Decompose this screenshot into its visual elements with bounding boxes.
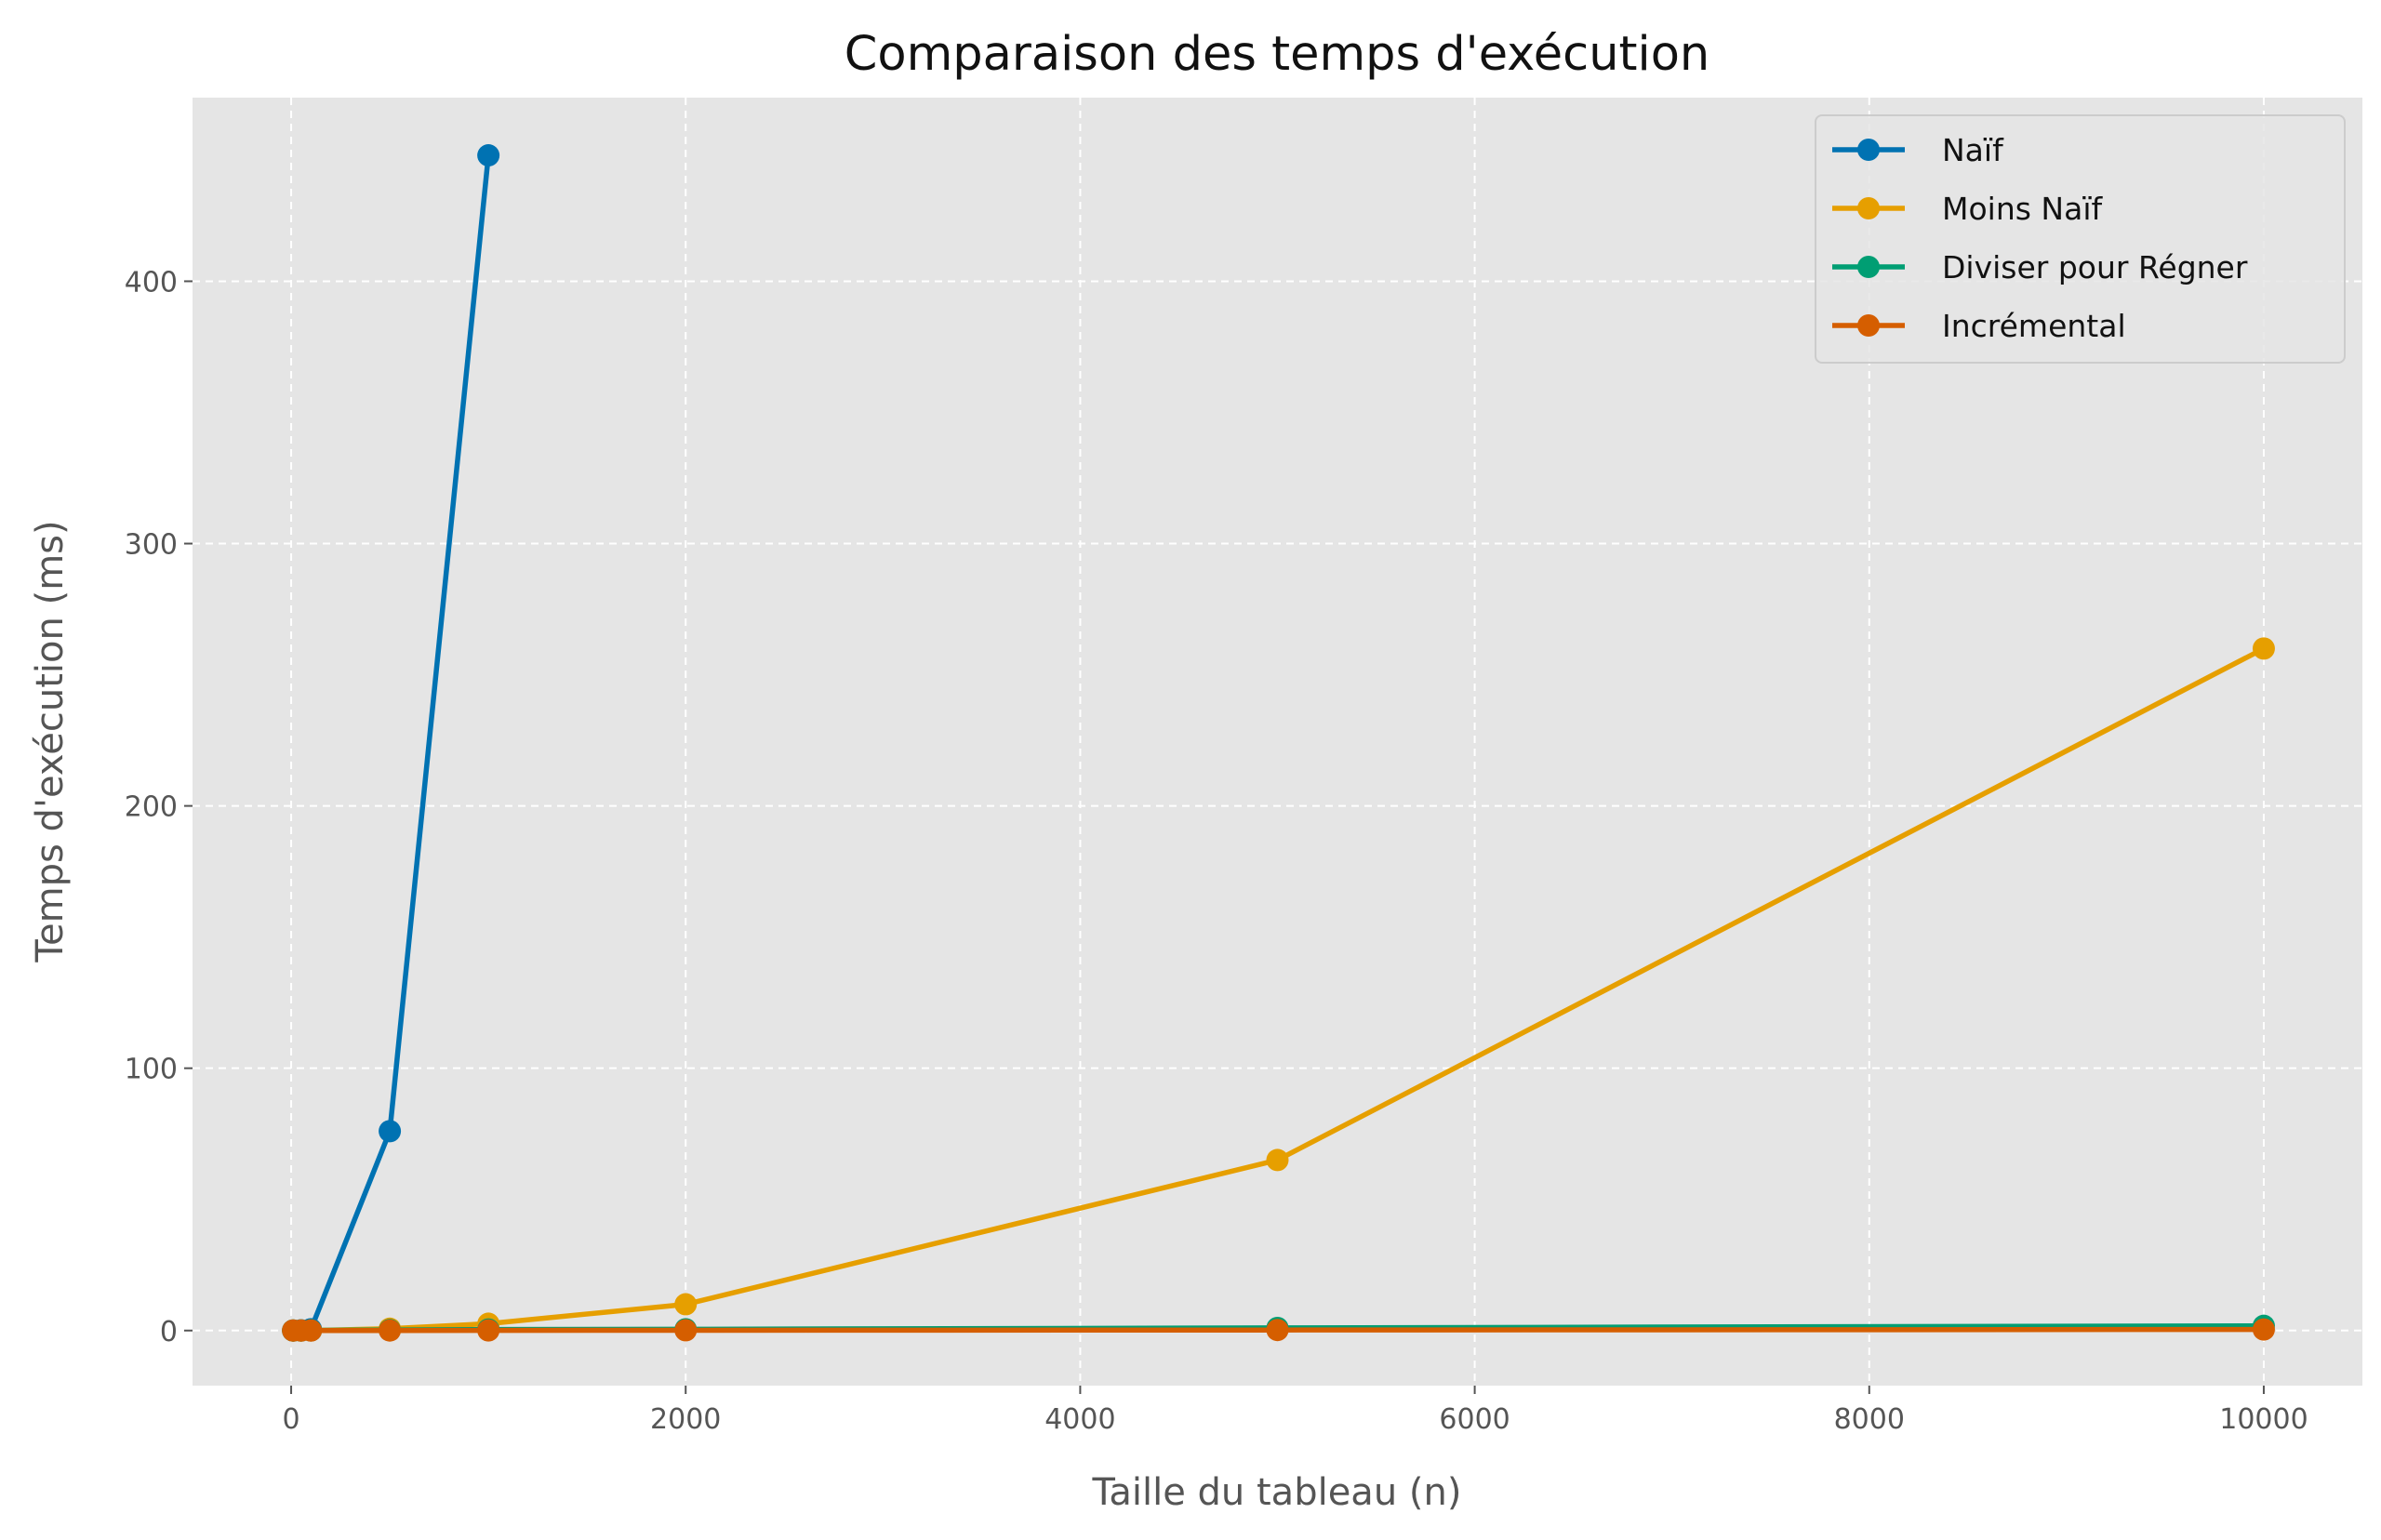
legend-label: Moins Naïf bbox=[1942, 191, 2104, 227]
x-tick-label: 0 bbox=[282, 1403, 299, 1436]
data-point bbox=[1266, 1148, 1289, 1172]
x-tick-label: 2000 bbox=[650, 1403, 721, 1436]
x-tick-label: 6000 bbox=[1439, 1403, 1510, 1436]
data-point bbox=[477, 1319, 500, 1342]
x-tick-label: 4000 bbox=[1044, 1403, 1115, 1436]
data-point bbox=[477, 144, 500, 167]
axis-ticks: 0 2000 4000 6000 8000 10000 0 100 200 300 400 bbox=[125, 266, 2308, 1436]
x-tick-label: 10000 bbox=[2219, 1403, 2308, 1436]
series-3 bbox=[282, 1318, 2275, 1342]
chart-title: Comparaison des temps d'exécution bbox=[845, 27, 1709, 82]
y-tick-label: 100 bbox=[125, 1054, 178, 1086]
data-point bbox=[299, 1319, 323, 1342]
legend-label: Naïf bbox=[1942, 132, 2004, 168]
data-point bbox=[2252, 1318, 2275, 1341]
legend-swatch-marker bbox=[1857, 314, 1880, 337]
data-point bbox=[1266, 1319, 1289, 1342]
legend-swatch-marker bbox=[1857, 256, 1880, 278]
legend-item: Incrémental bbox=[1832, 308, 2126, 344]
x-axis-label: Taille du tableau (n) bbox=[1092, 1471, 1462, 1514]
legend-box bbox=[1815, 114, 2346, 364]
legend-item: Naïf bbox=[1832, 132, 2004, 168]
legend-item: Diviser pour Régner bbox=[1832, 249, 2248, 285]
data-point bbox=[379, 1319, 402, 1342]
x-tick-label: 8000 bbox=[1834, 1403, 1905, 1436]
y-tick-label: 200 bbox=[125, 791, 178, 824]
data-point bbox=[379, 1120, 402, 1143]
legend-label: Diviser pour Régner bbox=[1942, 249, 2248, 285]
data-point bbox=[2252, 637, 2275, 660]
legend-swatch-marker bbox=[1857, 139, 1880, 161]
legend-item: Moins Naïf bbox=[1832, 191, 2104, 227]
y-tick-label: 400 bbox=[125, 266, 178, 299]
y-axis-label: Temps d'exécution (ms) bbox=[29, 520, 72, 962]
data-point bbox=[674, 1293, 698, 1316]
y-tick-label: 0 bbox=[160, 1316, 178, 1348]
y-tick-label: 300 bbox=[125, 529, 178, 562]
legend: Naïf Moins Naïf Diviser pour Régner Incréme… bbox=[1815, 114, 2346, 364]
series bbox=[282, 144, 2275, 1342]
legend-label: Incrémental bbox=[1942, 308, 2126, 344]
data-point bbox=[674, 1319, 698, 1342]
legend-swatch-marker bbox=[1857, 197, 1880, 219]
